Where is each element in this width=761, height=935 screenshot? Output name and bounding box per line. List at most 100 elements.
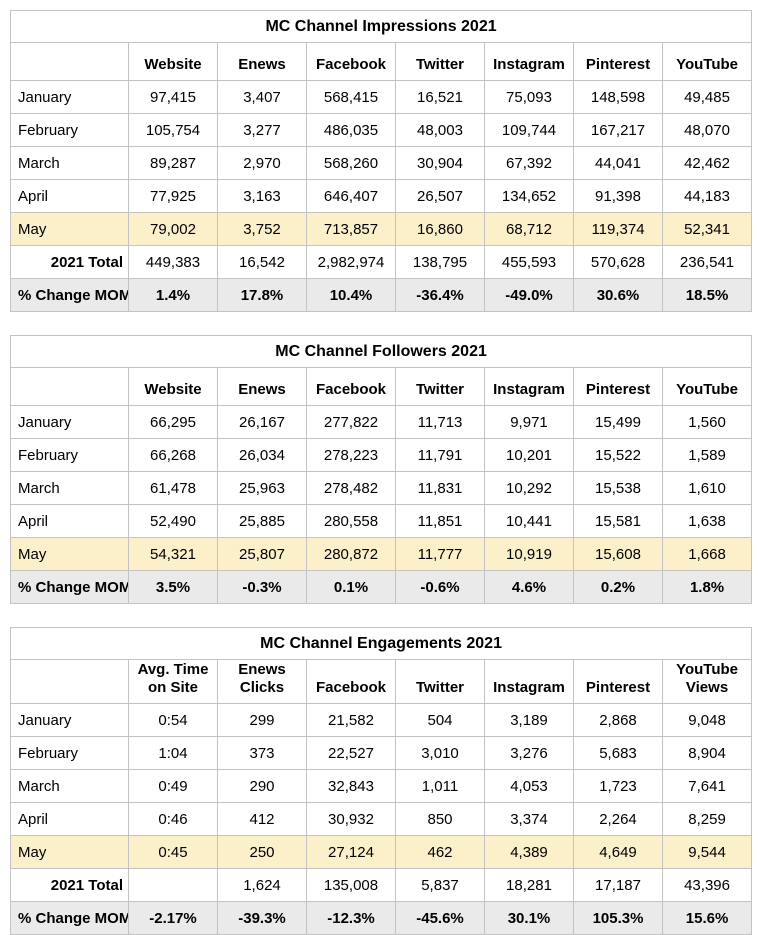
row-label: % Change MOM (10, 901, 129, 935)
metric-cell: 1,668 (661, 537, 753, 571)
metric-cell: 66,268 (128, 438, 218, 472)
table-row: May 0:45 250 27,124 462 4,389 4,649 9,544 (10, 835, 753, 869)
metric-cell: 109,744 (484, 113, 574, 147)
row-label: February (10, 113, 129, 147)
metric-cell: 3,010 (395, 736, 485, 770)
column-header: Enews (217, 42, 307, 81)
table-row: January 97,415 3,407 568,415 16,521 75,093 148… (10, 80, 753, 114)
metric-cell: 1,723 (573, 769, 663, 803)
table-row: April 52,490 25,885 280,558 11,851 10,441 15,5… (10, 504, 753, 538)
column-header: Enews Clicks (217, 659, 307, 704)
table-row: March 0:49 290 32,843 1,011 4,053 1,723 7,641 (10, 769, 753, 803)
metric-cell: 10,292 (484, 471, 574, 505)
row-label-header (10, 367, 129, 406)
column-header: Twitter (395, 367, 485, 406)
column-header: Twitter (395, 659, 485, 704)
metric-cell: 30,904 (395, 146, 485, 180)
metric-cell: 2,264 (573, 802, 663, 836)
metric-cell: 18,281 (484, 868, 574, 902)
metric-cell: 10,201 (484, 438, 574, 472)
metric-cell: 15,499 (573, 405, 663, 439)
metric-cell: 167,217 (573, 113, 663, 147)
metric-cell: 449,383 (128, 245, 218, 279)
metric-cell: 412 (217, 802, 307, 836)
metric-cell: 138,795 (395, 245, 485, 279)
row-label: 2021 Total (10, 868, 129, 902)
row-label: May (10, 835, 129, 869)
column-header: Facebook (306, 42, 396, 81)
metric-cell: 0:54 (128, 703, 218, 737)
table-row: 2021 Total 449,383 16,542 2,982,974 138,795 4… (10, 245, 753, 279)
metric-cell: -36.4% (395, 278, 485, 312)
metric-cell: 15,581 (573, 504, 663, 538)
table-row: February 105,754 3,277 486,035 48,003 109,744… (10, 113, 753, 147)
column-header: Facebook (306, 659, 396, 704)
metric-cell: 850 (395, 802, 485, 836)
column-header: Pinterest (573, 659, 663, 704)
metric-cell: 16,542 (217, 245, 307, 279)
metric-cell: 97,415 (128, 80, 218, 114)
metric-cell: 25,885 (217, 504, 307, 538)
table-row: February 1:04 373 22,527 3,010 3,276 5,683 8,90… (10, 736, 753, 770)
metric-cell: 32,843 (306, 769, 396, 803)
metric-cell: 9,544 (661, 835, 753, 869)
metric-cell: 105,754 (128, 113, 218, 147)
row-label-header (10, 42, 129, 81)
table-row: % Change MOM 1.4% 17.8% 10.4% -36.4% -49.0% 30… (10, 278, 753, 312)
metric-cell: 11,831 (395, 471, 485, 505)
metric-cell: 1,560 (661, 405, 753, 439)
metric-cell: 10.4% (306, 278, 396, 312)
table-row: March 89,287 2,970 568,260 30,904 67,392 44,04… (10, 146, 753, 180)
metric-cell: 10,441 (484, 504, 574, 538)
metric-cell: 17.8% (217, 278, 307, 312)
row-label: May (10, 537, 129, 571)
metric-cell: 504 (395, 703, 485, 737)
metric-cell: 568,260 (306, 146, 396, 180)
column-header: Website (128, 42, 218, 81)
metric-cell: 278,482 (306, 471, 396, 505)
row-label: % Change MOM (10, 570, 129, 604)
metric-cell: 22,527 (306, 736, 396, 770)
metric-cell: 0.2% (573, 570, 663, 604)
table-title: MC Channel Impressions 2021 (9, 10, 753, 43)
metric-cell: 15,538 (573, 471, 663, 505)
metric-cell: 290 (217, 769, 307, 803)
metric-cell: 462 (395, 835, 485, 869)
metric-cell: 11,791 (395, 438, 485, 472)
metric-cell: 277,822 (306, 405, 396, 439)
metric-cell: 3,277 (217, 113, 307, 147)
metric-cell: 52,341 (661, 212, 753, 246)
table-row: % Change MOM 3.5% -0.3% 0.1% -0.6% 4.6% 0.2% 1.… (10, 570, 753, 604)
metric-cell: 299 (217, 703, 307, 737)
metric-cell: 42,462 (661, 146, 753, 180)
metric-cell: 3.5% (128, 570, 218, 604)
metric-cell: 3,374 (484, 802, 574, 836)
metric-cell: 486,035 (306, 113, 396, 147)
metric-cell: 68,712 (484, 212, 574, 246)
channel-metrics-table: MC Channel Impressions 2021 Website Enews F… (9, 10, 753, 312)
metric-cell: 134,652 (484, 179, 574, 213)
table-title: MC Channel Followers 2021 (9, 335, 753, 368)
metric-cell: 21,582 (306, 703, 396, 737)
row-label: 2021 Total (10, 245, 129, 279)
metric-cell: 44,183 (661, 179, 753, 213)
metric-cell: 1,638 (661, 504, 753, 538)
metric-cell: -0.6% (395, 570, 485, 604)
metric-cell: 17,187 (573, 868, 663, 902)
metric-cell: 48,070 (661, 113, 753, 147)
row-label: March (10, 471, 129, 505)
column-header: YouTube (661, 367, 753, 406)
metric-cell: 61,478 (128, 471, 218, 505)
table-row: April 77,925 3,163 646,407 26,507 134,652 91,3… (10, 179, 753, 213)
metric-cell: 4,649 (573, 835, 663, 869)
metric-cell: 3,163 (217, 179, 307, 213)
metric-cell (128, 868, 218, 902)
metric-cell: 91,398 (573, 179, 663, 213)
channel-metrics-table: MC Channel Engagements 2021 Avg. Time on … (9, 627, 753, 935)
table-row: April 0:46 412 30,932 850 3,374 2,264 8,259 (10, 802, 753, 836)
metric-cell: 89,287 (128, 146, 218, 180)
table-row: 2021 Total 1,624 135,008 5,837 18,281 17,187 4… (10, 868, 753, 902)
column-header: Website (128, 367, 218, 406)
metric-cell: 119,374 (573, 212, 663, 246)
column-header: Avg. Time on Site (128, 659, 218, 704)
